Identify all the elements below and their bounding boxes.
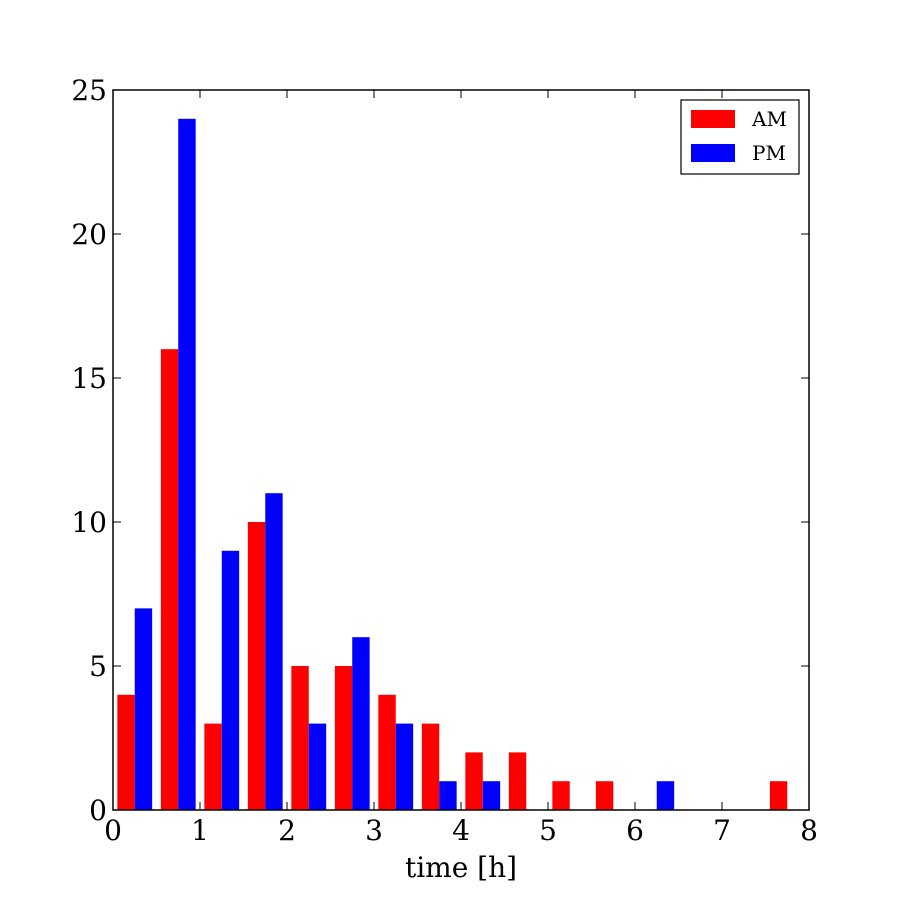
bar-am-11 [595, 781, 614, 810]
bar-pm-5 [352, 637, 370, 810]
y-tick-label-5: 25 [71, 74, 107, 107]
bar-pm-6 [395, 723, 414, 810]
x-tick-label-4: 4 [452, 814, 470, 847]
bar-pm-4 [308, 723, 327, 810]
bar-am-3 [247, 522, 266, 810]
y-tick-label-4: 20 [71, 218, 107, 251]
tick-labels-group: 0 1 2 3 4 5 6 7 8 0 5 10 15 20 25 [71, 74, 818, 847]
bar-am-9 [508, 752, 527, 810]
bar-am-10 [552, 781, 570, 810]
bar-pm-2 [221, 550, 240, 810]
x-axis-label: time [h] [405, 851, 517, 884]
bar-am-7 [421, 723, 440, 810]
x-tick-label-5: 5 [539, 814, 557, 847]
bar-am-6 [378, 694, 396, 810]
y-tick-label-0: 0 [89, 794, 107, 827]
ticks-group [112, 89, 810, 811]
bar-am-0 [117, 694, 135, 810]
bar-pm-7 [439, 781, 457, 810]
bar-am-5 [334, 666, 353, 810]
bars-group [117, 118, 788, 811]
y-tick-label-2: 10 [71, 506, 107, 539]
legend-swatch-am [691, 110, 735, 128]
x-tick-label-7: 7 [713, 814, 731, 847]
x-tick-label-0: 0 [104, 814, 122, 847]
bar-pm-1 [178, 118, 196, 811]
x-tick-label-6: 6 [626, 814, 644, 847]
bar-am-8 [465, 752, 483, 810]
bar-pm-3 [265, 493, 283, 810]
plot-frame [112, 89, 810, 811]
bar-am-2 [204, 723, 222, 810]
bar-am-15 [769, 781, 788, 810]
bar-pm-8 [482, 781, 501, 810]
legend-label-am: AM [751, 107, 787, 131]
y-tick-label-1: 5 [89, 650, 107, 683]
legend: AM PM [680, 99, 800, 175]
bar-am-4 [291, 666, 309, 810]
legend-label-pm: PM [752, 141, 786, 165]
x-tick-label-2: 2 [278, 814, 296, 847]
bar-am-1 [160, 349, 179, 810]
bar-pm-0 [134, 608, 153, 810]
y-tick-label-3: 15 [71, 362, 107, 395]
legend-swatch-pm [691, 144, 735, 162]
x-tick-label-8: 8 [800, 814, 818, 847]
bar-pm-12 [656, 781, 675, 810]
x-tick-label-3: 3 [365, 814, 383, 847]
x-tick-label-1: 1 [191, 814, 209, 847]
